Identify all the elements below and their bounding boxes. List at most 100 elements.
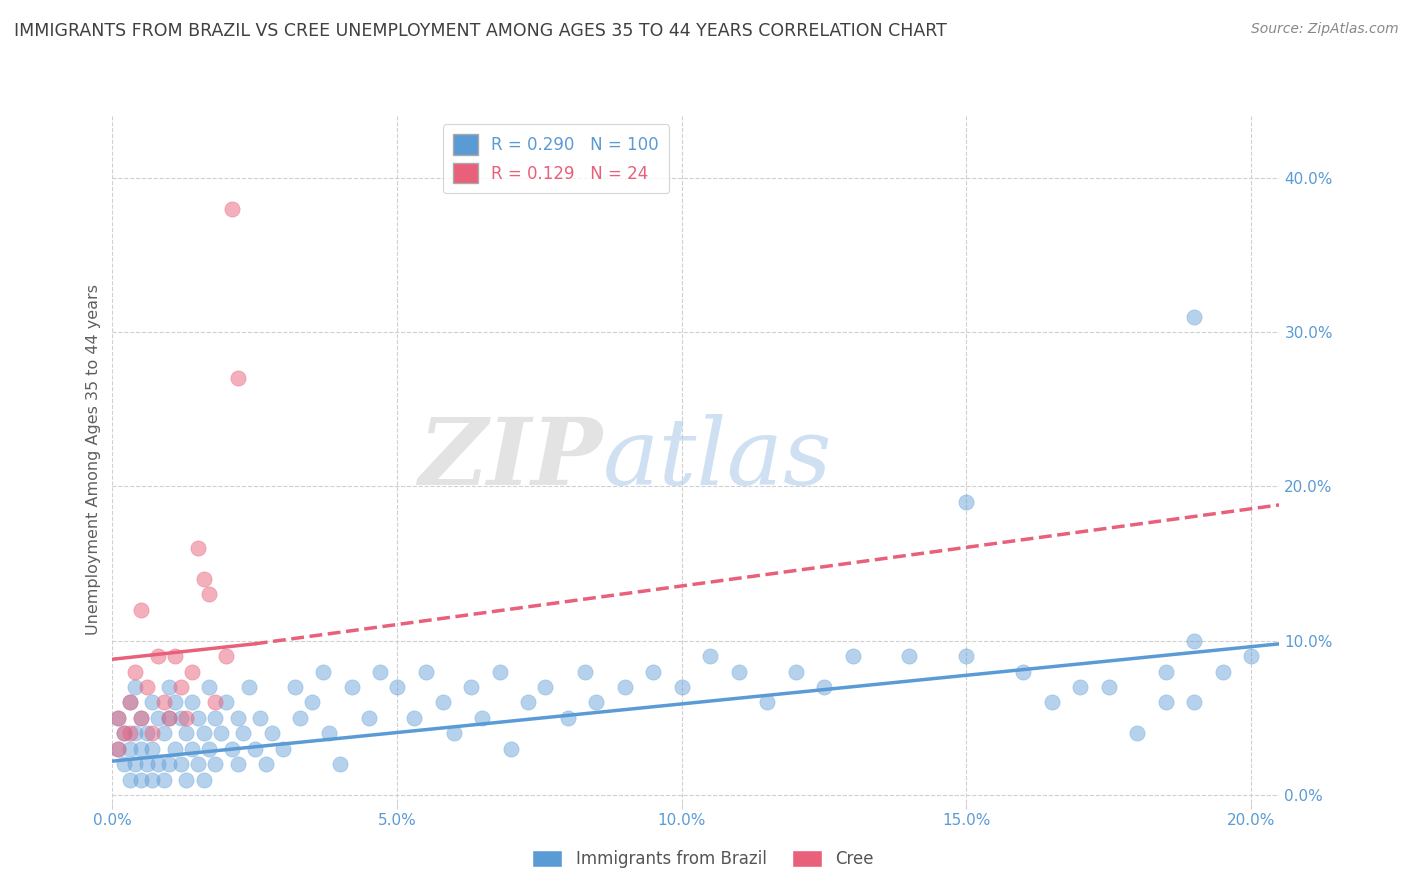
Point: [135, 757, 157, 772]
Point: [290, 711, 312, 725]
Point: [1212, 665, 1234, 679]
Point: [238, 680, 260, 694]
Point: [152, 772, 174, 787]
Point: [107, 741, 129, 756]
Point: [1182, 310, 1205, 324]
Point: [499, 741, 522, 756]
Point: [249, 711, 271, 725]
Point: [193, 726, 215, 740]
Point: [1012, 665, 1035, 679]
Point: [898, 649, 921, 664]
Point: [841, 649, 863, 664]
Legend: R = 0.290   N = 100, R = 0.129   N = 24: R = 0.290 N = 100, R = 0.129 N = 24: [443, 124, 669, 194]
Point: [107, 711, 129, 725]
Point: [232, 726, 254, 740]
Point: [141, 741, 163, 756]
Point: [1126, 726, 1149, 740]
Point: [129, 772, 152, 787]
Point: [124, 726, 146, 740]
Point: [415, 665, 437, 679]
Point: [181, 665, 204, 679]
Point: [170, 757, 193, 772]
Text: atlas: atlas: [603, 415, 832, 504]
Point: [157, 711, 180, 725]
Legend: Immigrants from Brazil, Cree: Immigrants from Brazil, Cree: [526, 843, 880, 875]
Point: [135, 680, 157, 694]
Point: [1240, 649, 1263, 664]
Point: [1069, 680, 1091, 694]
Point: [329, 757, 352, 772]
Point: [193, 772, 215, 787]
Point: [176, 726, 198, 740]
Point: [129, 711, 152, 725]
Point: [187, 711, 209, 725]
Point: [170, 711, 193, 725]
Point: [187, 757, 209, 772]
Point: [534, 680, 557, 694]
Point: [157, 757, 180, 772]
Point: [124, 680, 146, 694]
Point: [955, 649, 977, 664]
Point: [226, 711, 249, 725]
Point: [141, 726, 163, 740]
Point: [107, 741, 129, 756]
Point: [118, 741, 141, 756]
Y-axis label: Unemployment Among Ages 35 to 44 years: Unemployment Among Ages 35 to 44 years: [86, 284, 101, 635]
Point: [198, 680, 221, 694]
Point: [813, 680, 835, 694]
Point: [215, 696, 238, 710]
Point: [165, 696, 187, 710]
Text: ZIP: ZIP: [419, 415, 603, 504]
Point: [141, 772, 163, 787]
Point: [488, 665, 510, 679]
Point: [176, 711, 198, 725]
Point: [112, 757, 135, 772]
Point: [385, 680, 408, 694]
Point: [260, 726, 283, 740]
Point: [271, 741, 294, 756]
Point: [135, 726, 157, 740]
Point: [209, 726, 232, 740]
Point: [1182, 633, 1205, 648]
Point: [312, 665, 335, 679]
Point: [517, 696, 540, 710]
Point: [187, 541, 209, 555]
Point: [157, 711, 180, 725]
Point: [699, 649, 721, 664]
Point: [643, 665, 665, 679]
Point: [198, 587, 221, 601]
Point: [226, 371, 249, 385]
Point: [785, 665, 807, 679]
Point: [129, 711, 152, 725]
Point: [181, 741, 204, 756]
Point: [404, 711, 426, 725]
Point: [221, 741, 243, 756]
Point: [226, 757, 249, 772]
Point: [215, 649, 238, 664]
Point: [443, 726, 465, 740]
Point: [107, 711, 129, 725]
Point: [198, 741, 221, 756]
Point: [124, 757, 146, 772]
Point: [112, 726, 135, 740]
Point: [284, 680, 307, 694]
Point: [165, 649, 187, 664]
Point: [243, 741, 266, 756]
Point: [460, 680, 482, 694]
Point: [146, 757, 169, 772]
Point: [112, 726, 135, 740]
Point: [204, 711, 226, 725]
Point: [585, 696, 607, 710]
Point: [613, 680, 636, 694]
Point: [756, 696, 779, 710]
Point: [368, 665, 391, 679]
Point: [471, 711, 494, 725]
Point: [176, 772, 198, 787]
Text: IMMIGRANTS FROM BRAZIL VS CREE UNEMPLOYMENT AMONG AGES 35 TO 44 YEARS CORRELATIO: IMMIGRANTS FROM BRAZIL VS CREE UNEMPLOYM…: [14, 22, 946, 40]
Point: [193, 572, 215, 586]
Point: [170, 680, 193, 694]
Point: [118, 772, 141, 787]
Point: [124, 665, 146, 679]
Point: [181, 696, 204, 710]
Point: [146, 649, 169, 664]
